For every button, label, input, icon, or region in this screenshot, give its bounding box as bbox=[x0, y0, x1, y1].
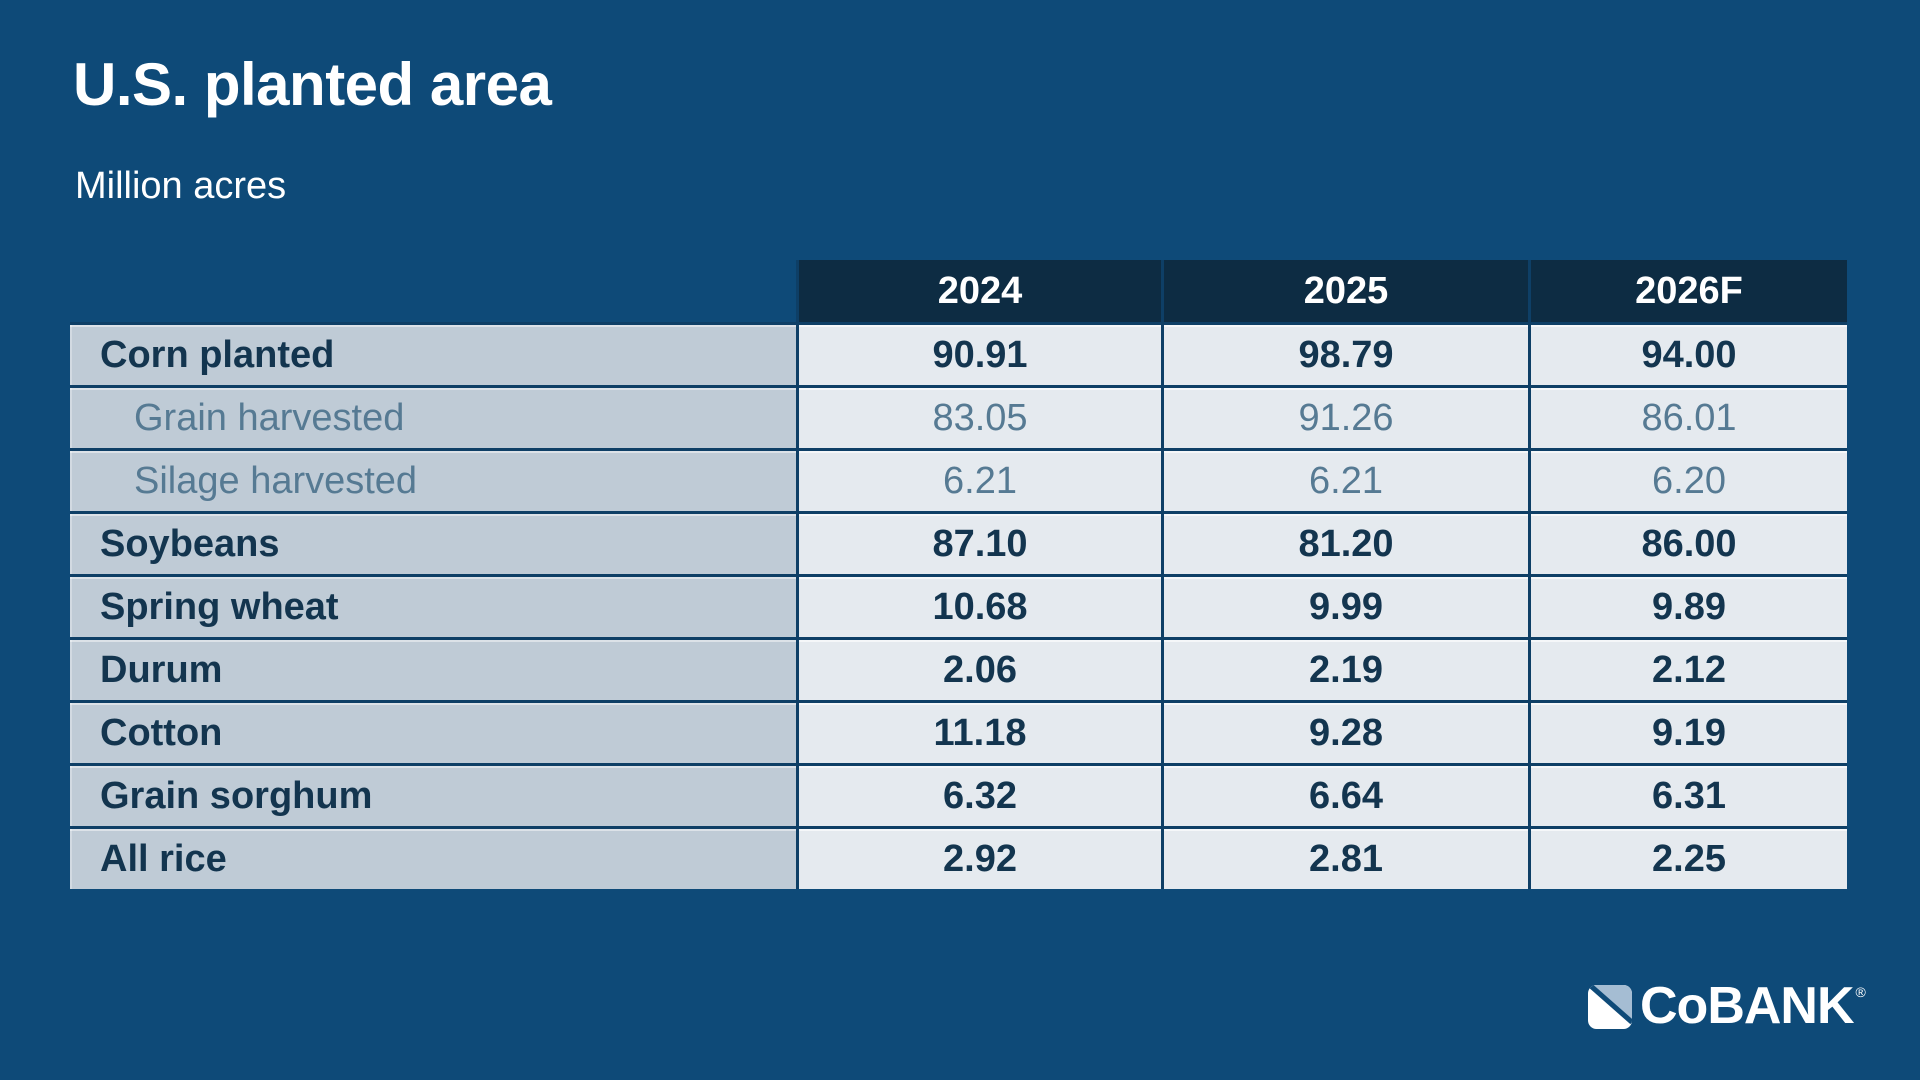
value-grain-sorghum-2024: 6.32 bbox=[799, 766, 1161, 826]
column-header-2026f: 2026F bbox=[1531, 260, 1847, 322]
column-header-2024: 2024 bbox=[799, 260, 1161, 322]
row-label-grain-harvested: Grain harvested bbox=[70, 388, 796, 448]
value-grain-harvested-2026f: 86.01 bbox=[1531, 388, 1847, 448]
row-label-silage-harvested: Silage harvested bbox=[70, 451, 796, 511]
value-cotton-2025: 9.28 bbox=[1164, 703, 1528, 763]
row-label-cotton: Cotton bbox=[70, 703, 796, 763]
value-all-rice-2024: 2.92 bbox=[799, 829, 1161, 889]
row-label-soybeans: Soybeans bbox=[70, 514, 796, 574]
value-silage-harvested-2026f: 6.20 bbox=[1531, 451, 1847, 511]
value-spring-wheat-2026f: 9.89 bbox=[1531, 577, 1847, 637]
row-label-grain-sorghum: Grain sorghum bbox=[70, 766, 796, 826]
row-label-all-rice: All rice bbox=[70, 829, 796, 889]
header-spacer bbox=[70, 260, 796, 322]
planted-area-table: 2024 2025 2026F Corn planted 90.91 98.79 94.00… bbox=[70, 260, 1847, 889]
value-corn-planted-2026f: 94.00 bbox=[1531, 325, 1847, 385]
value-durum-2026f: 2.12 bbox=[1531, 640, 1847, 700]
value-cotton-2024: 11.18 bbox=[799, 703, 1161, 763]
value-soybeans-2025: 81.20 bbox=[1164, 514, 1528, 574]
cobank-logo: CoBANK ® bbox=[1588, 977, 1866, 1035]
value-soybeans-2024: 87.10 bbox=[799, 514, 1161, 574]
cobank-logo-wordmark: CoBANK bbox=[1640, 977, 1855, 1035]
page-subtitle: Million acres bbox=[75, 165, 287, 207]
page-title: U.S. planted area bbox=[73, 51, 552, 118]
column-header-2025: 2025 bbox=[1164, 260, 1528, 322]
value-grain-sorghum-2025: 6.64 bbox=[1164, 766, 1528, 826]
registered-trademark-icon: ® bbox=[1855, 984, 1866, 1000]
row-label-corn-planted: Corn planted bbox=[70, 325, 796, 385]
value-grain-harvested-2024: 83.05 bbox=[799, 388, 1161, 448]
value-durum-2025: 2.19 bbox=[1164, 640, 1528, 700]
value-spring-wheat-2024: 10.68 bbox=[799, 577, 1161, 637]
value-silage-harvested-2024: 6.21 bbox=[799, 451, 1161, 511]
value-cotton-2026f: 9.19 bbox=[1531, 703, 1847, 763]
value-corn-planted-2025: 98.79 bbox=[1164, 325, 1528, 385]
value-soybeans-2026f: 86.00 bbox=[1531, 514, 1847, 574]
value-durum-2024: 2.06 bbox=[799, 640, 1161, 700]
cobank-logo-icon bbox=[1588, 985, 1632, 1029]
value-grain-harvested-2025: 91.26 bbox=[1164, 388, 1528, 448]
value-corn-planted-2024: 90.91 bbox=[799, 325, 1161, 385]
value-grain-sorghum-2026f: 6.31 bbox=[1531, 766, 1847, 826]
value-silage-harvested-2025: 6.21 bbox=[1164, 451, 1528, 511]
row-label-durum: Durum bbox=[70, 640, 796, 700]
value-all-rice-2026f: 2.25 bbox=[1531, 829, 1847, 889]
value-spring-wheat-2025: 9.99 bbox=[1164, 577, 1528, 637]
value-all-rice-2025: 2.81 bbox=[1164, 829, 1528, 889]
row-label-spring-wheat: Spring wheat bbox=[70, 577, 796, 637]
